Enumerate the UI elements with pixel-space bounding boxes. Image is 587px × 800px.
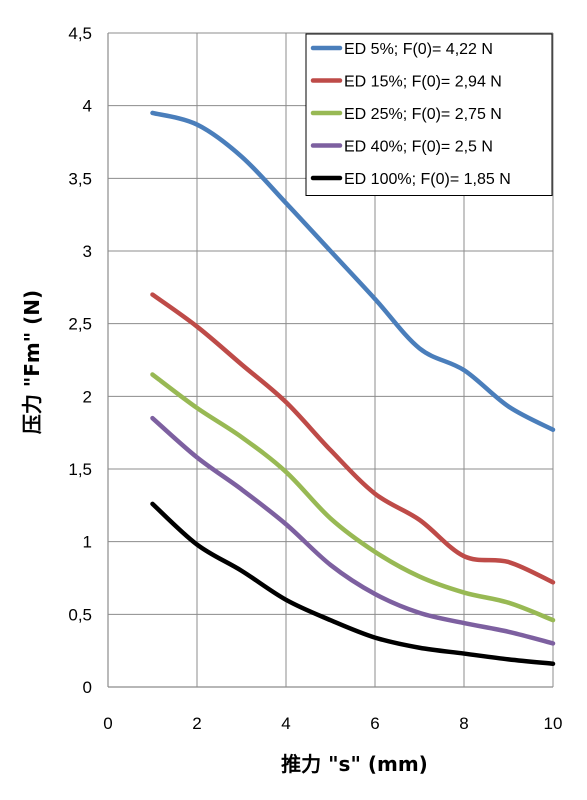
y-tick-label: 2	[83, 387, 92, 406]
y-tick-label: 2,5	[68, 315, 92, 334]
y-tick-label: 0,5	[68, 605, 92, 624]
legend-label: ED 5%; F(0)= 4,22 N	[344, 41, 493, 58]
legend: ED 5%; F(0)= 4,22 N ED 15%; F(0)= 2,94 N E…	[305, 33, 553, 196]
y-tick-label: 1,5	[68, 460, 92, 479]
series-line-3	[150, 372, 556, 623]
legend-box	[305, 33, 553, 196]
x-tick-label: 8	[459, 714, 468, 733]
x-tick-label: 4	[281, 714, 290, 733]
y-tick-label: 3	[83, 242, 92, 261]
legend-label: ED 40%; F(0)= 2,5 N	[344, 139, 493, 156]
series-line-2	[150, 292, 556, 585]
legend-label: ED 15%; F(0)= 2,94 N	[344, 74, 502, 91]
series-line-1	[150, 110, 556, 433]
legend-label: ED 100%; F(0)= 1,85 N	[344, 171, 511, 188]
y-tick-label: 1	[83, 533, 92, 552]
x-tick-labels: 0 2 4 6 8 10	[103, 714, 562, 733]
x-tick-label: 6	[370, 714, 379, 733]
y-tick-label: 3,5	[68, 169, 92, 188]
y-tick-label: 4	[83, 97, 92, 116]
series-line-5	[150, 501, 556, 666]
gridlines	[108, 32, 554, 687]
y-tick-labels: 0 0,5 1 1,5 2 2,5 3 3,5 4 4,5	[68, 24, 92, 697]
legend-label: ED 25%; F(0)= 2,75 N	[344, 106, 502, 123]
series-lines	[150, 110, 556, 666]
y-tick-label: 0	[83, 678, 92, 697]
x-tick-label: 10	[544, 714, 563, 733]
series-line-4	[150, 415, 556, 646]
x-axis-title: 推力 "s" (mm)	[281, 752, 428, 776]
x-tick-label: 2	[192, 714, 201, 733]
y-tick-label: 4,5	[68, 24, 92, 43]
x-tick-label: 0	[103, 714, 112, 733]
axes	[107, 33, 553, 688]
y-axis-title: 压力 "Fm" (N)	[20, 290, 44, 434]
